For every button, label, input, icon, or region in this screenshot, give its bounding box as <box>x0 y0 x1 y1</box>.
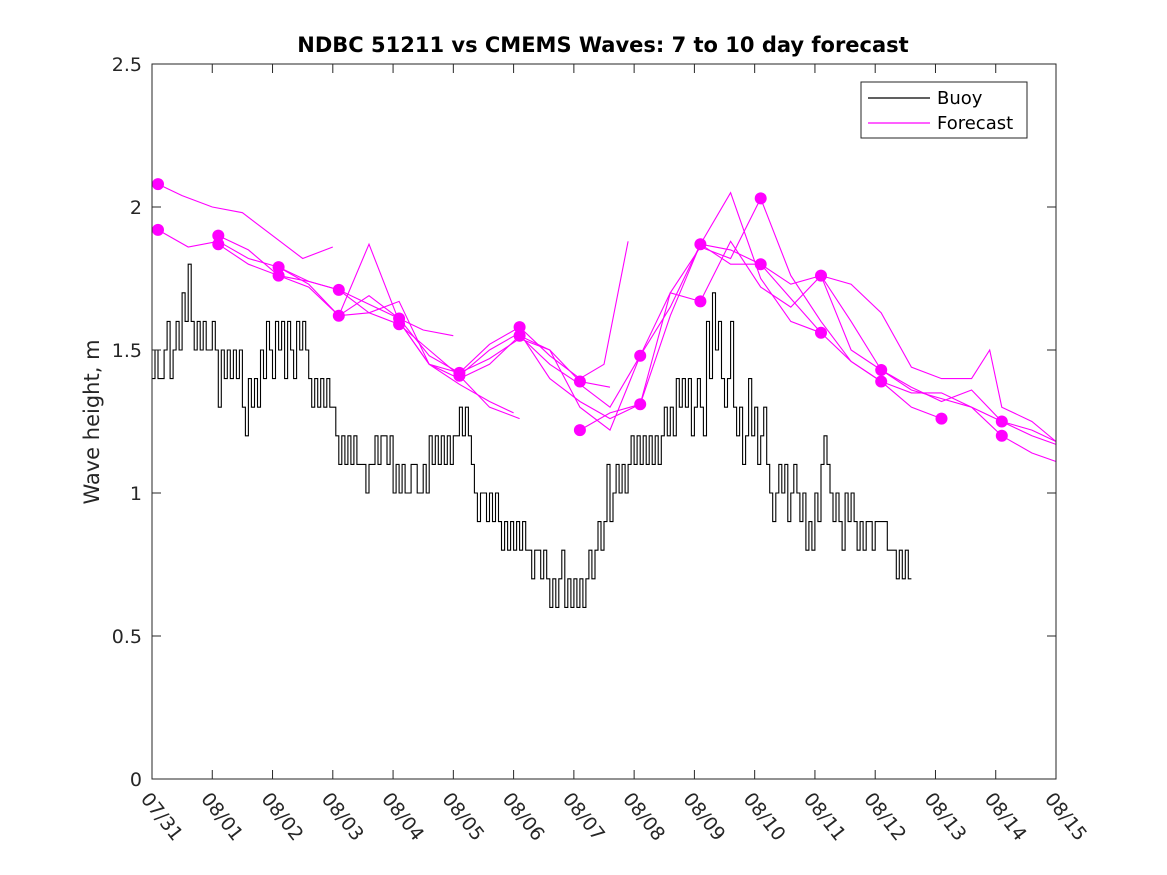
y-axis-label: Wave height, m <box>80 339 104 504</box>
y-tick-label: 2 <box>130 197 142 219</box>
forecast-series-line-9 <box>519 191 822 431</box>
forecast-point <box>573 424 586 437</box>
y-tick-label: 2.5 <box>112 54 142 76</box>
forecast-point <box>393 318 406 331</box>
forecast-point <box>634 398 647 411</box>
chart-title: NDBC 51211 vs CMEMS Waves: 7 to 10 day f… <box>297 33 908 57</box>
legend: Buoy Forecast <box>860 81 1028 139</box>
forecast-series-line-1 <box>157 183 333 260</box>
forecast-point <box>272 261 285 274</box>
forecast-point <box>152 178 164 191</box>
forecast-point <box>332 283 345 296</box>
forecast-point <box>152 223 164 236</box>
forecast-point <box>272 269 285 282</box>
forecast-point <box>754 192 767 205</box>
forecast-point <box>453 369 466 382</box>
y-tick-label: 1 <box>130 483 142 505</box>
forecast-point <box>754 258 767 271</box>
forecast-point <box>634 349 647 362</box>
axes-frame <box>151 63 1057 780</box>
plot-area <box>152 178 1057 608</box>
forecast-point <box>815 269 827 282</box>
forecast-point <box>513 329 526 342</box>
forecast-point <box>694 295 707 308</box>
forecast-series-line-10 <box>579 240 882 431</box>
forecast-point <box>815 326 827 339</box>
legend-buoy-label: Buoy <box>937 88 983 109</box>
forecast-point <box>935 412 948 425</box>
forecast-point <box>995 429 1008 442</box>
forecast-series-line-13 <box>760 263 1057 463</box>
forecast-point <box>694 238 707 251</box>
forecast-series-line-14 <box>820 275 1057 442</box>
forecast-series-line-5 <box>278 266 611 388</box>
forecast-point <box>875 364 888 376</box>
forecast-point <box>212 238 225 251</box>
forecast-point <box>212 229 225 242</box>
y-tick-label: 1.5 <box>112 340 142 362</box>
forecast-series-line-3 <box>218 235 514 414</box>
y-tick-label: 0.5 <box>112 626 142 648</box>
forecast-series-line-11 <box>639 197 942 420</box>
forecast-series-line-15 <box>880 369 1057 442</box>
buoy-series-line <box>152 263 912 608</box>
legend-forecast-label: Forecast <box>937 113 1013 134</box>
forecast-point <box>573 375 586 388</box>
forecast-point <box>513 321 526 334</box>
forecast-point <box>875 375 888 388</box>
forecast-point <box>332 309 345 322</box>
forecast-series-line-6 <box>338 241 629 380</box>
y-tick-label: 0 <box>130 769 142 791</box>
legend-box <box>860 81 1028 139</box>
forecast-point <box>995 415 1008 428</box>
